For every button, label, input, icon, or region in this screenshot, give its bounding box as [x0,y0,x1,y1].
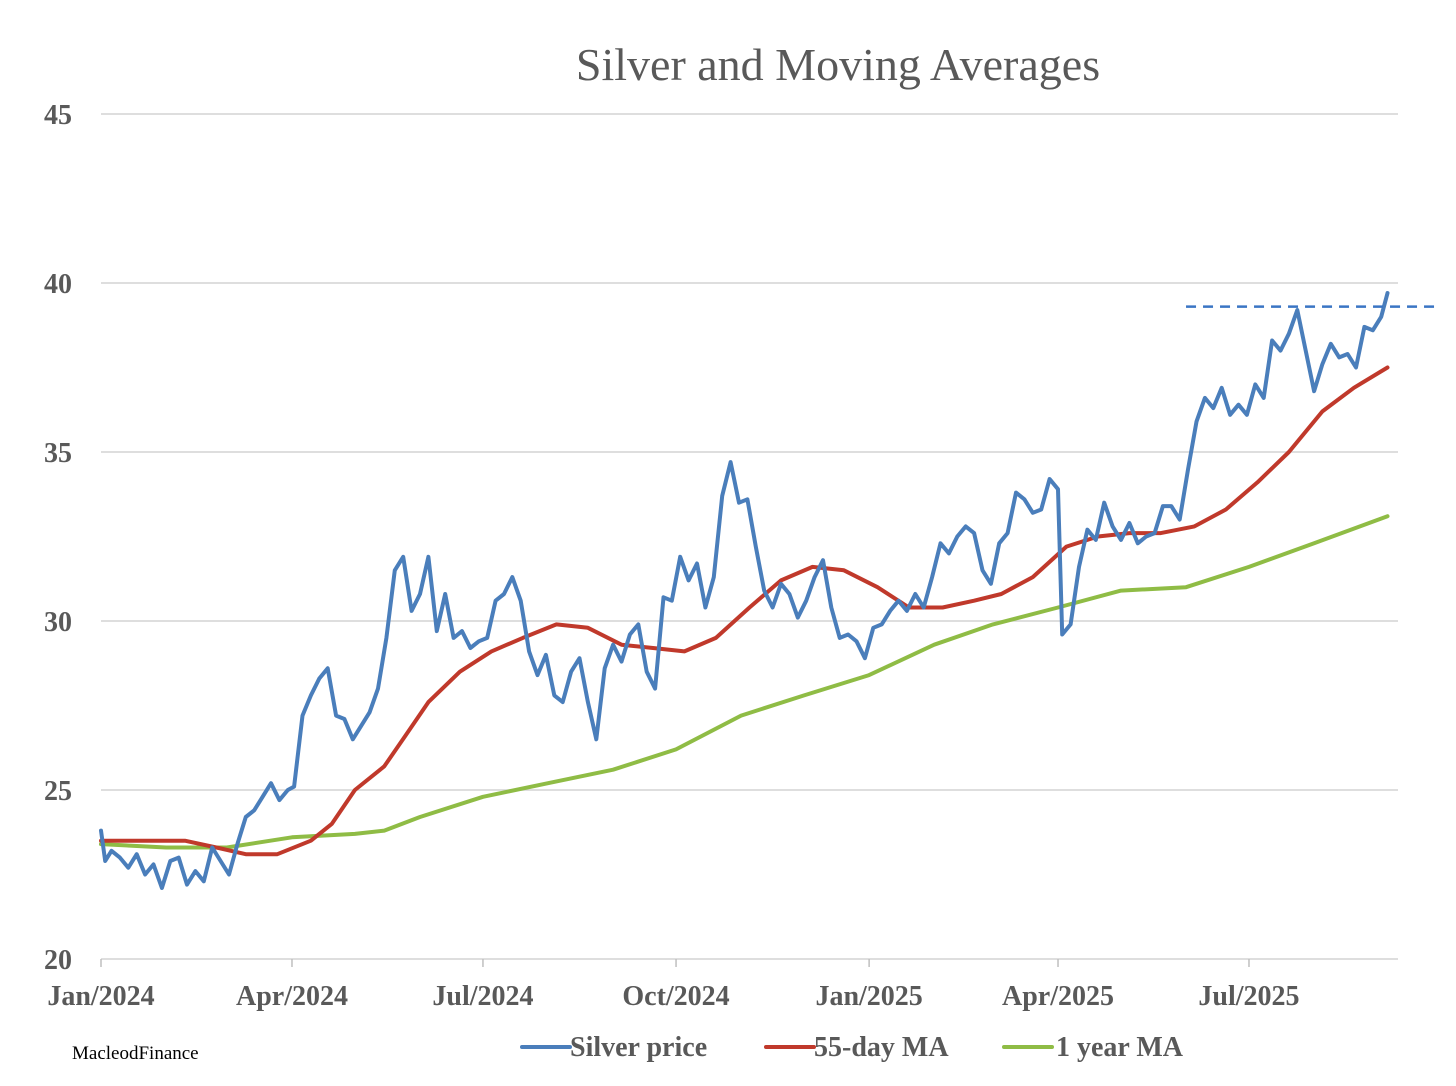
y-axis-tick-labels: 20 25 30 35 40 45 [44,100,72,976]
x-axis: Jan/2024 Apr/2024 Jul/2024 Oct/2024 Jan/2025… [47,958,1398,1012]
x-tick-label: Jan/2024 [47,981,154,1012]
legend-label: Silver price [570,1032,707,1063]
gridlines [101,113,1398,791]
legend-label: 1 year MA [1056,1032,1184,1063]
series-line-silver-price [99,291,1390,890]
y-tick-label: 25 [44,776,72,807]
x-tick-label: Apr/2025 [1002,981,1114,1012]
x-tick-label: Oct/2024 [622,981,729,1012]
chart-title: Silver and Moving Averages [576,39,1100,90]
series-line-55-day-ma [99,365,1390,857]
x-tick-label: Jan/2025 [815,981,922,1012]
x-tick-label: Apr/2024 [236,981,348,1012]
credit-label: MacleodFinance [72,1043,199,1064]
y-tick-label: 35 [44,438,72,469]
legend: Silver price 55-day MA 1 year MA [520,1032,1184,1063]
x-tick-label: Jul/2025 [1198,981,1299,1012]
series-line-1-year-ma [99,514,1390,850]
series-lines [99,291,1440,890]
y-tick-label: 20 [44,945,72,976]
x-tick-label: Jul/2024 [432,981,533,1012]
y-tick-label: 40 [44,269,72,300]
y-tick-label: 30 [44,607,72,638]
legend-label: 55-day MA [814,1032,949,1063]
y-tick-label: 45 [44,100,72,131]
